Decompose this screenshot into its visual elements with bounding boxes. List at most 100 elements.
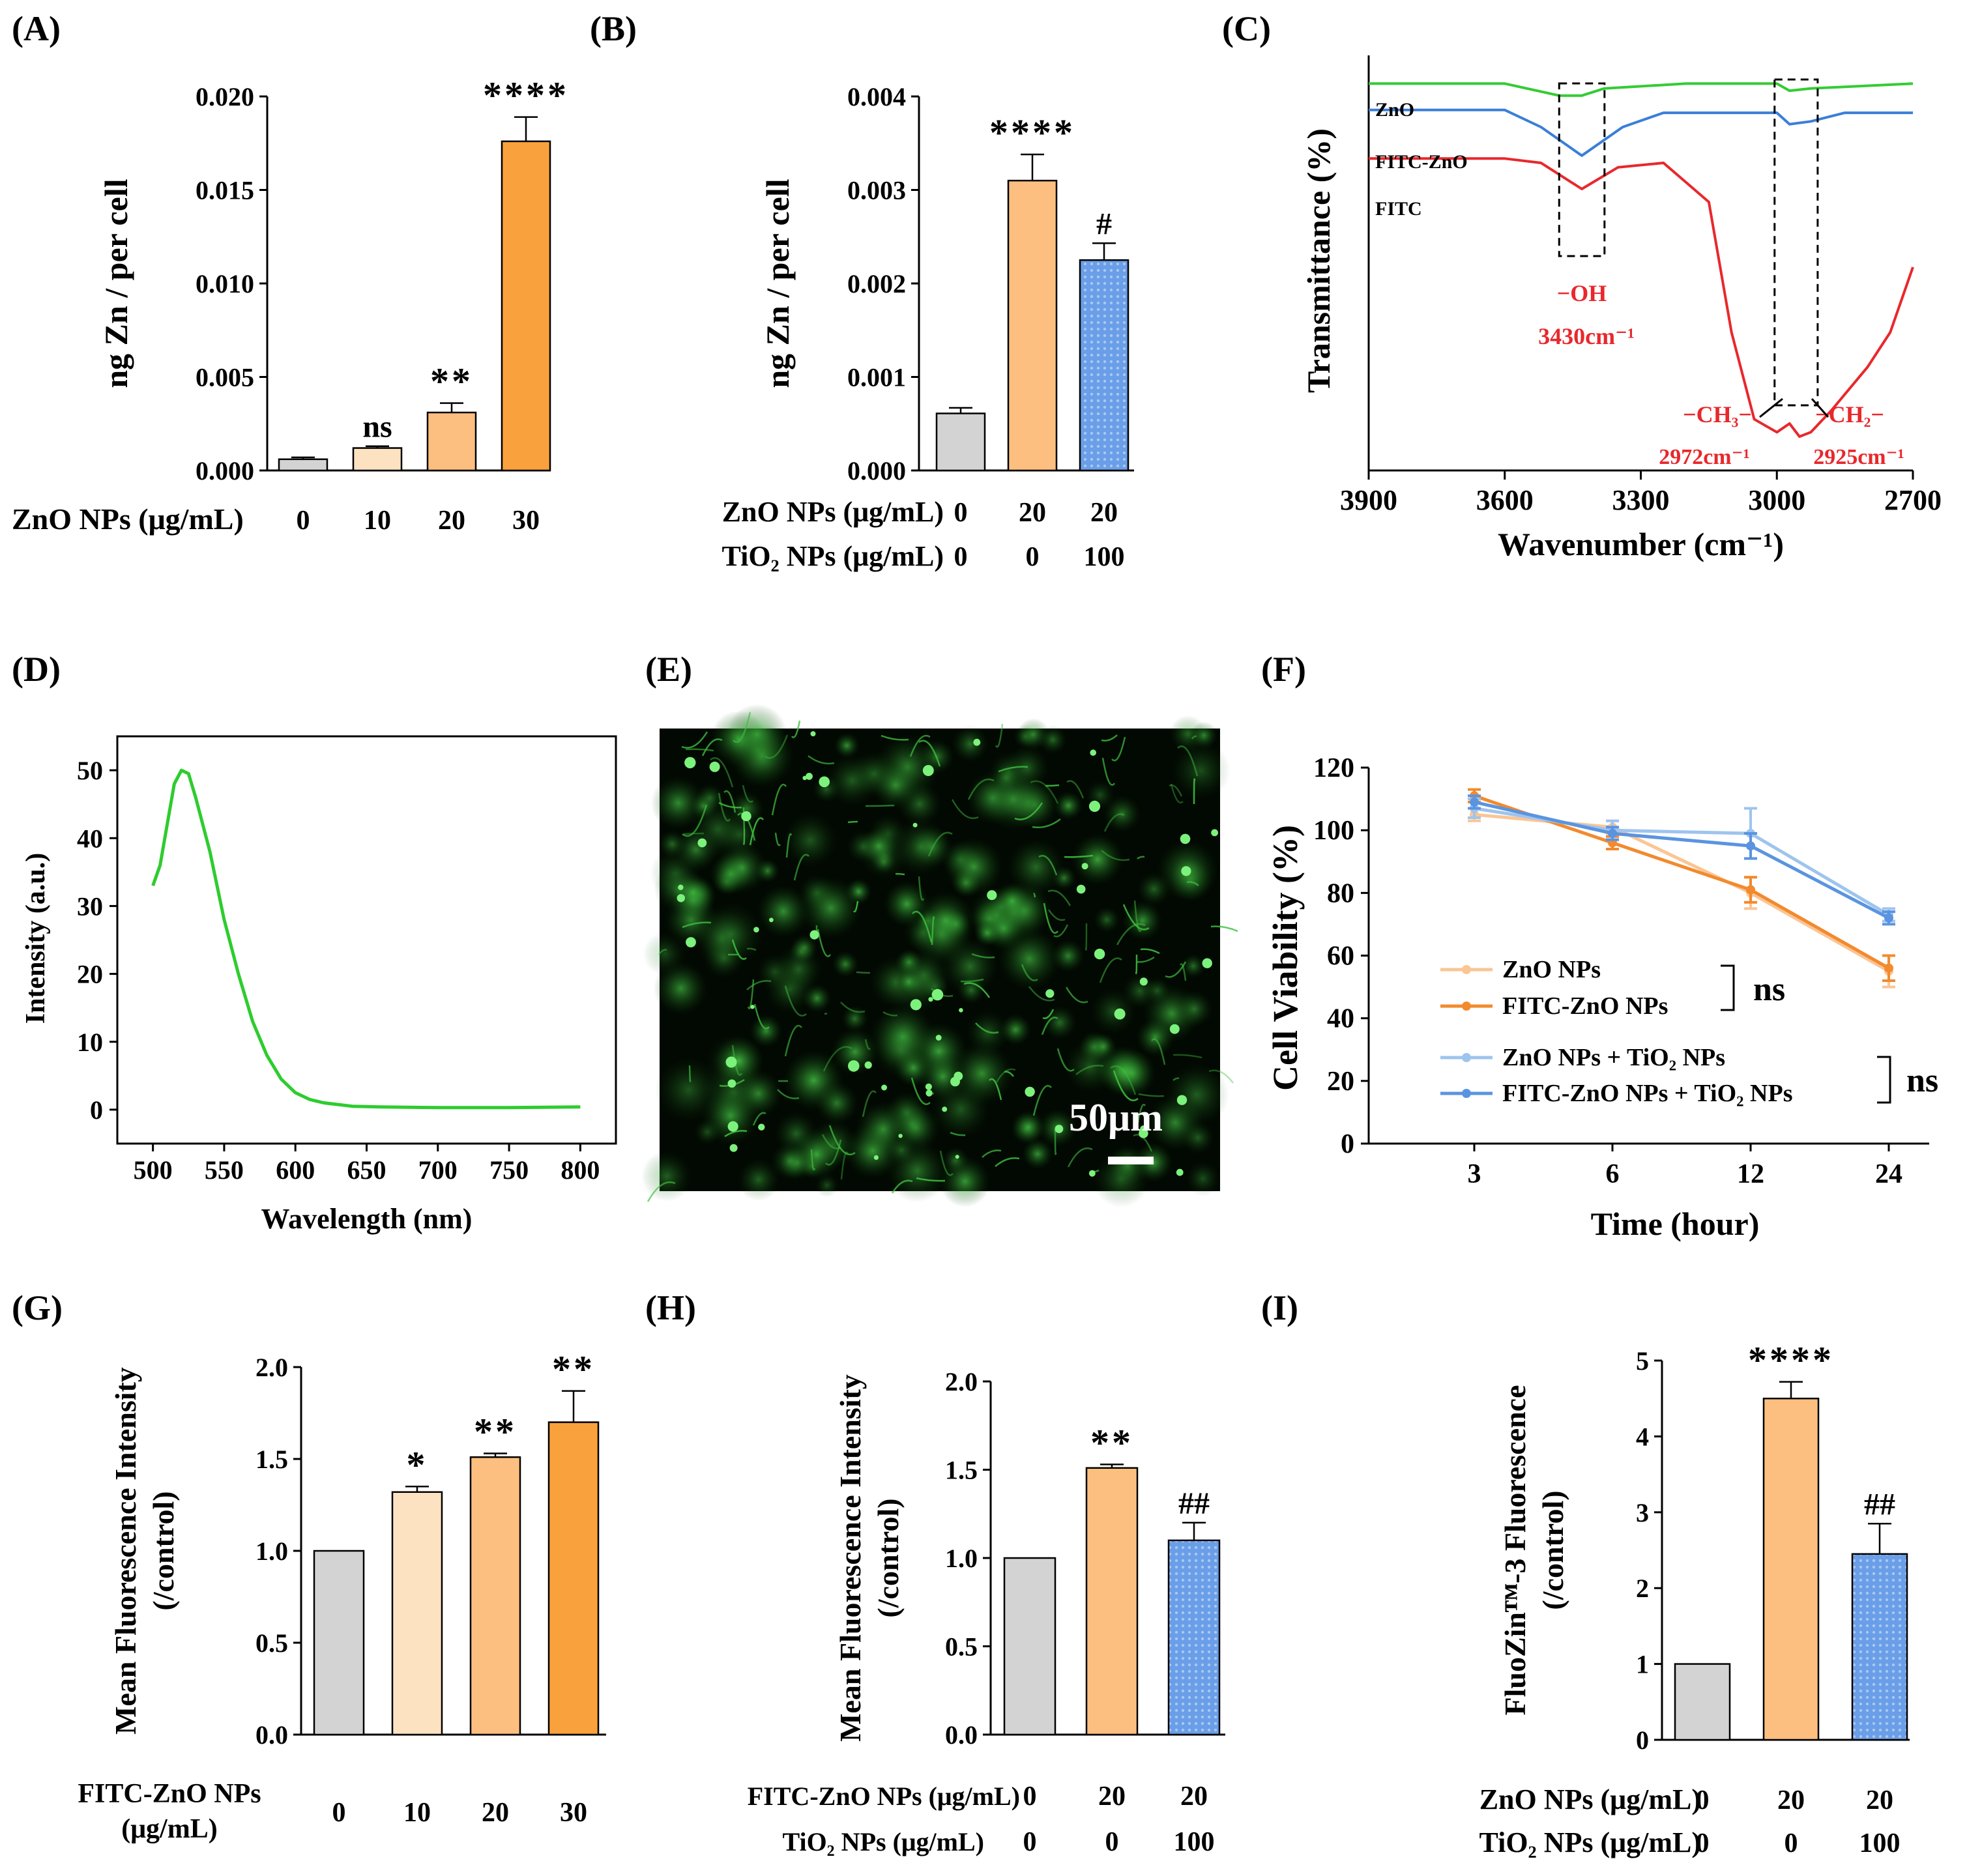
micrograph-spot	[769, 917, 774, 923]
micrograph-membrane	[975, 1022, 999, 1034]
micrograph-membrane	[909, 734, 931, 757]
micrograph-cell	[716, 841, 768, 894]
micrograph-cell	[981, 767, 1045, 831]
chart-g-category-label: 30	[560, 1798, 587, 1828]
chart-a-category-label: 30	[512, 506, 540, 536]
micrograph-spot	[973, 738, 981, 746]
chart-b-bar	[935, 412, 986, 472]
micrograph-spot	[1081, 863, 1088, 870]
micrograph-spot	[931, 989, 944, 1001]
chart-f-xtick-label: 3	[1468, 1159, 1481, 1189]
chart-b-bar	[1007, 179, 1058, 472]
micrograph-membrane	[808, 755, 835, 765]
micrograph-membrane	[881, 734, 909, 741]
micrograph-membrane	[951, 799, 979, 819]
micrograph-membrane	[1014, 802, 1043, 820]
micrograph-cell	[791, 1128, 843, 1181]
micrograph-spot	[1139, 1129, 1148, 1138]
micrograph-cell	[701, 1086, 761, 1146]
chart-h-category-label: 20	[1098, 1782, 1126, 1811]
micrograph-membrane	[989, 1078, 1002, 1101]
chart-a-ytick-label: 0.005	[196, 363, 254, 392]
micrograph-membrane	[1122, 904, 1150, 931]
micrograph-spot	[809, 930, 819, 940]
chart-a-bar	[426, 411, 477, 472]
micrograph-membrane	[753, 1003, 770, 1030]
chart-c-series-line	[1369, 82, 1914, 97]
micrograph-membrane	[1193, 778, 1196, 805]
chart-d-xtick-label: 700	[418, 1155, 458, 1185]
micrograph-membrane	[862, 1090, 877, 1118]
chart-f-group-annotation: ns	[1906, 1062, 1938, 1099]
chart-h-ytick-label: 2.0	[945, 1367, 978, 1396]
micrograph-spot	[1181, 866, 1191, 876]
chart-f-ytick-label: 0	[1341, 1129, 1354, 1159]
chart-f-legend-marker	[1462, 965, 1471, 974]
chart-f-ytick-label: 80	[1327, 878, 1354, 908]
micrograph-membrane	[823, 1046, 852, 1072]
micrograph-membrane	[1101, 850, 1130, 861]
chart-i-ytick-label: 2	[1636, 1574, 1649, 1603]
chart-d-ytick-label: 10	[77, 1028, 103, 1057]
micrograph-membrane	[967, 778, 995, 800]
chart-i-ylabel: FluoZinᵀᴹ-3 Fluorescence	[1498, 1385, 1532, 1715]
chart-h-ylabel: (/control)	[871, 1498, 905, 1617]
chart-g-ylabel: (/control)	[147, 1491, 180, 1610]
micrograph-spot	[753, 927, 759, 932]
micrograph-membrane	[1133, 900, 1143, 932]
micrograph-membrane	[749, 817, 764, 846]
micrograph-cell	[941, 938, 999, 996]
micrograph-spot	[925, 1090, 933, 1097]
micrograph-membrane	[793, 854, 809, 881]
micrograph-spot	[697, 838, 707, 848]
chart-a-significance-label: ****	[483, 74, 569, 117]
chart-i-category-label: 20	[1777, 1785, 1805, 1815]
micrograph-membrane	[918, 876, 925, 901]
micrograph-spot	[1176, 1095, 1187, 1105]
micrograph-membrane	[821, 1134, 841, 1149]
micrograph-cell	[942, 1146, 970, 1174]
micrograph-membrane	[1179, 963, 1187, 981]
micrograph-cell	[1170, 740, 1231, 801]
chart-f-point	[1884, 913, 1893, 923]
chart-c-annotation-note: 3430cm⁻¹	[1538, 323, 1635, 349]
micrograph-cells	[641, 704, 1238, 1208]
micrograph-cell	[815, 1081, 859, 1125]
chart-i-ytick-label: 5	[1636, 1346, 1649, 1376]
micrograph-membrane	[864, 1039, 871, 1050]
micrograph-membrane	[824, 1012, 828, 1015]
micrograph-membrane	[856, 971, 871, 974]
micrograph-spot	[729, 1144, 738, 1152]
chart-g-row-label: (μg/mL)	[121, 1814, 217, 1844]
micrograph-spot	[1090, 749, 1096, 756]
panel-label-e: (E)	[645, 650, 692, 689]
micrograph-spot	[935, 1035, 942, 1041]
chart-f-point	[1746, 885, 1755, 895]
micrograph-cell	[1093, 906, 1121, 934]
micrograph-membrane	[927, 831, 953, 857]
micrograph-cell	[1051, 939, 1085, 973]
micrograph-membrane	[791, 720, 801, 738]
micrograph-membrane	[1067, 1147, 1093, 1168]
micrograph-cell	[916, 891, 976, 950]
micrograph-membrane	[1032, 893, 1036, 898]
micrograph-membrane	[681, 731, 708, 749]
micrograph-membrane	[718, 801, 742, 809]
chart-f-point	[1884, 963, 1893, 973]
micrograph-membrane	[774, 832, 781, 846]
chart-a-significance-label: ns	[362, 410, 392, 444]
chart-d-xtick-label: 600	[276, 1155, 315, 1185]
micrograph-membrane	[825, 1139, 842, 1166]
micrograph-membrane	[1151, 1038, 1166, 1065]
micrograph-membrane	[1210, 925, 1238, 932]
micrograph-spot	[922, 765, 934, 776]
micrograph-cell	[1102, 794, 1142, 833]
chart-g-significance-label: **	[552, 1348, 595, 1391]
micrograph-membrane	[1101, 734, 1118, 742]
micrograph-membrane	[742, 785, 753, 803]
micrograph-spot	[1139, 977, 1148, 986]
micrograph-membrane	[1138, 1093, 1165, 1097]
micrograph-cell	[781, 812, 839, 869]
chart-f-series-line	[1474, 800, 1890, 920]
micrograph-membrane	[1043, 902, 1058, 934]
